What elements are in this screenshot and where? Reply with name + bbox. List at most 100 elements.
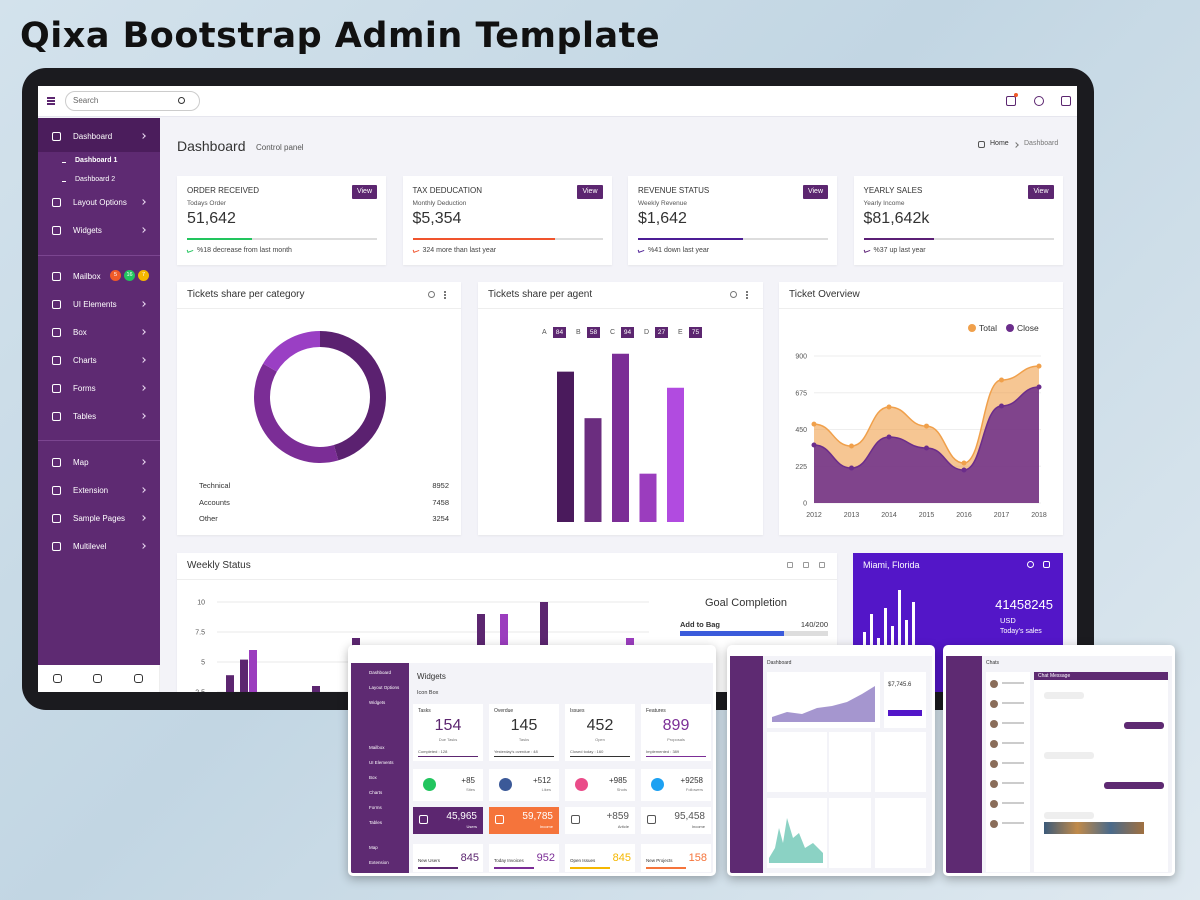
y-tick-label: 675 (795, 390, 807, 397)
stat-box: Tasks 154 Due Tasks Completed : 128 (413, 704, 483, 761)
legend-label: Accounts (199, 497, 230, 507)
sidebar-label: Layout Options (73, 198, 127, 207)
sidebar-item[interactable]: Sample Pages (38, 511, 160, 527)
icon (52, 412, 61, 421)
icon (52, 226, 61, 235)
progress-track (412, 238, 603, 240)
submenu-item[interactable]: Dashboard 2 (38, 174, 160, 188)
x-tick-label: 2017 (994, 512, 1010, 519)
sidebar-item[interactable]: Dashboard (38, 129, 160, 145)
banner-title: Qixa Bootstrap Admin Template (20, 16, 661, 56)
icon (52, 272, 61, 281)
view-button[interactable]: View (1028, 185, 1054, 199)
breadcrumb: Dashboard (1024, 140, 1059, 147)
sidebar-item[interactable]: Charts (38, 353, 160, 369)
avatar (990, 780, 998, 788)
chevron (140, 487, 146, 493)
avatar (990, 740, 998, 748)
view-button[interactable]: View (802, 185, 828, 199)
icon (1027, 561, 1034, 568)
chevron (140, 413, 146, 419)
social-value: +512 (532, 776, 551, 785)
submenu-dash (62, 162, 66, 163)
box-title: Tasks (418, 708, 431, 714)
sidebar-item[interactable]: Map (38, 455, 160, 471)
sales-bar (898, 590, 901, 650)
box-line (570, 756, 630, 757)
counter-label: Open Issues (570, 858, 596, 863)
tile-value: 95,458 (674, 811, 705, 822)
icon (52, 542, 61, 551)
sidebar-item[interactable]: Mailbox 5 16 7 (38, 269, 160, 285)
counter-line (570, 867, 610, 869)
line (1002, 682, 1024, 684)
decor-area (772, 686, 875, 722)
sidebar-item[interactable]: Widgets (38, 223, 160, 239)
icon (419, 815, 428, 824)
icon (52, 300, 61, 309)
chevron (140, 515, 146, 521)
icon[interactable] (93, 674, 102, 683)
legend-badge: 58 (587, 327, 600, 338)
box-caption: Open (595, 737, 605, 742)
view-button[interactable]: View (577, 185, 603, 199)
breadcrumb[interactable]: Home (990, 140, 1009, 147)
icon[interactable] (1006, 96, 1016, 106)
sidebar-item[interactable]: Forms (38, 381, 160, 397)
card: YEARLY SALES View Yearly Income $81,642k %37… (853, 176, 1063, 265)
trend-icon (186, 248, 194, 253)
x-tick-label: 2014 (881, 512, 897, 519)
page-title: Widgets (417, 672, 446, 681)
sidebar-label: Dashboard (73, 132, 113, 141)
stat-title: YEARLY SALES (863, 186, 923, 195)
sales-bar (863, 632, 866, 650)
x-tick-label: 2012 (806, 512, 822, 519)
social-box: +512 Likes (489, 769, 559, 801)
icon[interactable] (1034, 96, 1044, 106)
icon[interactable] (53, 674, 62, 683)
sidebar-label: Map (369, 845, 378, 850)
sales-value: 41458245 (995, 597, 1053, 612)
point (1036, 363, 1042, 369)
tile: +859 Article (565, 807, 635, 834)
sidebar-label: Dashboard (369, 670, 392, 675)
bubble (1044, 752, 1094, 759)
sidebar-label: Widgets (73, 226, 102, 235)
section-title: Icon Box (417, 690, 439, 696)
legend-badge: 75 (689, 327, 702, 338)
icon[interactable] (134, 674, 143, 683)
sidebar-item[interactable]: Layout Options (38, 195, 160, 211)
submenu-item[interactable]: Dashboard 1 (38, 155, 160, 169)
sidebar-label: UI Elements (369, 760, 394, 765)
chevron (140, 301, 146, 307)
chevron (140, 227, 146, 233)
legend-letter: A (542, 329, 547, 336)
x-tick-label: 2015 (919, 512, 935, 519)
line (1002, 822, 1024, 824)
y-tick-label: 450 (795, 427, 807, 434)
box-title: Overdue (494, 708, 514, 714)
counter-label: Today Invoices (494, 858, 524, 863)
sales-bar (912, 602, 915, 650)
legend-letter: E (678, 329, 683, 336)
sidebar-label: Forms (73, 384, 96, 393)
search-box[interactable]: Search (65, 91, 200, 111)
sidebar-item[interactable]: Box (38, 325, 160, 341)
view-button[interactable]: View (351, 185, 377, 199)
sidebar: Dashboard Layout Options Widgets Mailbox 5 16… (38, 118, 160, 665)
legend-letter: C (610, 329, 616, 336)
topbar: Search (38, 86, 1077, 117)
icon (178, 97, 185, 104)
sidebar-item[interactable]: UI Elements (38, 297, 160, 313)
sidebar (730, 656, 763, 873)
legend-label: Other (199, 514, 218, 523)
chart (772, 686, 875, 722)
sidebar-item[interactable]: Tables (38, 409, 160, 425)
icon[interactable] (1061, 96, 1071, 106)
legend-badge: 84 (553, 327, 566, 338)
badge: 16 (124, 270, 135, 281)
counter-label: New Users (418, 858, 441, 863)
icon (978, 141, 985, 148)
sidebar-item[interactable]: Multilevel (38, 539, 160, 555)
sidebar-item[interactable]: Extension (38, 483, 160, 499)
